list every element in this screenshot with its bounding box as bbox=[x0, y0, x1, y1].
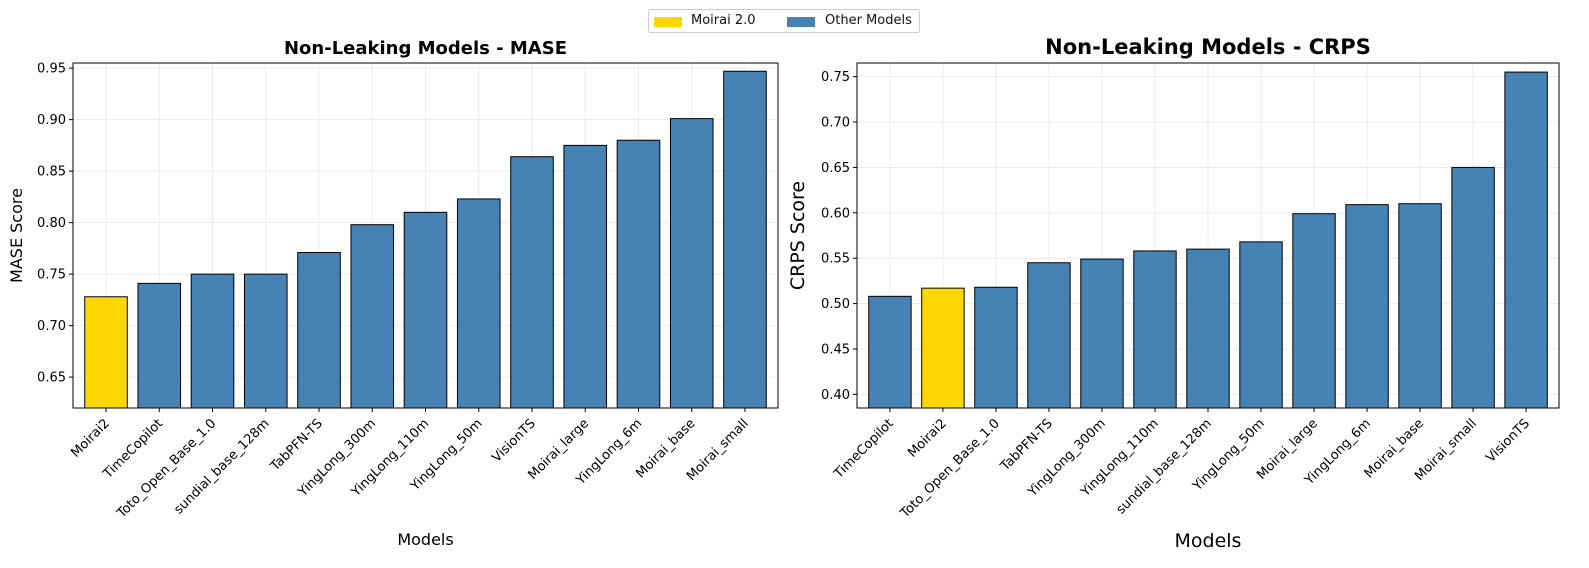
bar-TimeCopilot bbox=[868, 295, 912, 409]
x-axis-label: Models bbox=[1175, 530, 1242, 552]
x-tick-label: Toto_Open_Base_1.0 bbox=[114, 416, 220, 522]
mase-chart: 0.650.700.750.800.850.900.95Moirai2TimeC… bbox=[7, 38, 779, 549]
bar-TimeCopilot bbox=[137, 282, 182, 409]
bar-YingLong_300m bbox=[350, 224, 395, 409]
legend-swatch-moirai2 bbox=[654, 17, 682, 27]
y-axis-label: CRPS Score bbox=[787, 181, 809, 290]
bar-Moirai_large bbox=[1292, 213, 1336, 409]
y-tick-label: 0.65 bbox=[821, 161, 850, 176]
y-tick-label: 0.70 bbox=[821, 116, 850, 131]
bar-YingLong_6m bbox=[1345, 204, 1389, 409]
x-axis-label: Models bbox=[397, 530, 453, 549]
y-tick-label: 0.65 bbox=[37, 371, 66, 386]
chart-title: Non-Leaking Models - CRPS bbox=[1045, 35, 1371, 59]
x-tick-label: Moirai2 bbox=[68, 416, 113, 461]
y-tick-label: 0.60 bbox=[821, 206, 850, 221]
x-tick-label: TabPFN-TS bbox=[267, 416, 326, 475]
x-tick-label: Toto_Open_Base_1.0 bbox=[897, 416, 1003, 522]
bar-YingLong_50m bbox=[456, 198, 501, 409]
x-tick-label: Moirai2 bbox=[905, 416, 950, 461]
bar-VisionTS bbox=[1504, 71, 1548, 409]
y-tick-label: 0.90 bbox=[37, 113, 66, 128]
bar-YingLong_50m bbox=[1239, 241, 1283, 409]
y-tick-label: 0.70 bbox=[37, 319, 66, 334]
x-tick-label: VisionTS bbox=[1483, 416, 1532, 465]
bar-sundial_base_128m bbox=[1186, 248, 1230, 409]
bar-VisionTS bbox=[510, 156, 554, 409]
x-tick-label: sundial_base_128m bbox=[1114, 416, 1215, 517]
bar-Moirai_small bbox=[1451, 166, 1495, 409]
x-tick-label: TabPFN-TS bbox=[997, 416, 1056, 475]
bar-Toto_Open_Base_1.0 bbox=[190, 273, 235, 409]
y-tick-label: 0.80 bbox=[37, 216, 66, 231]
bar-sundial_base_128m bbox=[243, 273, 288, 409]
bar-TabPFN-TS bbox=[1027, 262, 1071, 409]
legend-label-moirai2: Moirai 2.0 bbox=[691, 13, 756, 28]
crps-chart: 0.40 0.45 0.50 0.55 0.60 0.65 0.70 0.75 TimeCopi… bbox=[787, 35, 1560, 552]
bar-Moirai2 bbox=[921, 287, 965, 409]
bar-Moirai_large bbox=[563, 144, 608, 409]
y-tick-label: 0.75 bbox=[821, 70, 850, 85]
bar-Moirai2 bbox=[84, 296, 128, 409]
chart-title: Non-Leaking Models - MASE bbox=[284, 38, 567, 59]
bar-Moirai_small bbox=[723, 70, 767, 409]
y-tick-label: 0.75 bbox=[37, 268, 66, 283]
bar-Moirai_base bbox=[1398, 203, 1442, 409]
bar-Toto_Open_Base_1.0 bbox=[974, 286, 1018, 409]
legend: Moirai 2.0 Other Models bbox=[648, 9, 920, 33]
bar-YingLong_300m bbox=[1080, 258, 1124, 409]
y-tick-label: 0.95 bbox=[37, 62, 66, 77]
x-tick-label: VisionTS bbox=[489, 416, 538, 465]
bar-TabPFN-TS bbox=[297, 251, 341, 409]
bar-YingLong_110m bbox=[403, 211, 448, 409]
legend-swatch-other bbox=[787, 17, 815, 27]
x-tick-label: sundial_base_128m bbox=[171, 416, 272, 517]
y-tick-label: 0.45 bbox=[821, 342, 850, 357]
y-tick-label: 0.85 bbox=[37, 165, 66, 180]
y-tick-label: 0.40 bbox=[821, 388, 850, 403]
bar-YingLong_110m bbox=[1133, 250, 1177, 409]
legend-label-other: Other Models bbox=[825, 13, 912, 28]
x-tick-label: TimeCopilot bbox=[831, 416, 897, 482]
bar-YingLong_6m bbox=[616, 139, 661, 409]
y-tick-label: 0.50 bbox=[821, 297, 850, 312]
y-tick-label: 0.55 bbox=[821, 252, 850, 267]
y-axis-label: MASE Score bbox=[7, 188, 26, 283]
bar-Moirai_base bbox=[669, 118, 714, 409]
